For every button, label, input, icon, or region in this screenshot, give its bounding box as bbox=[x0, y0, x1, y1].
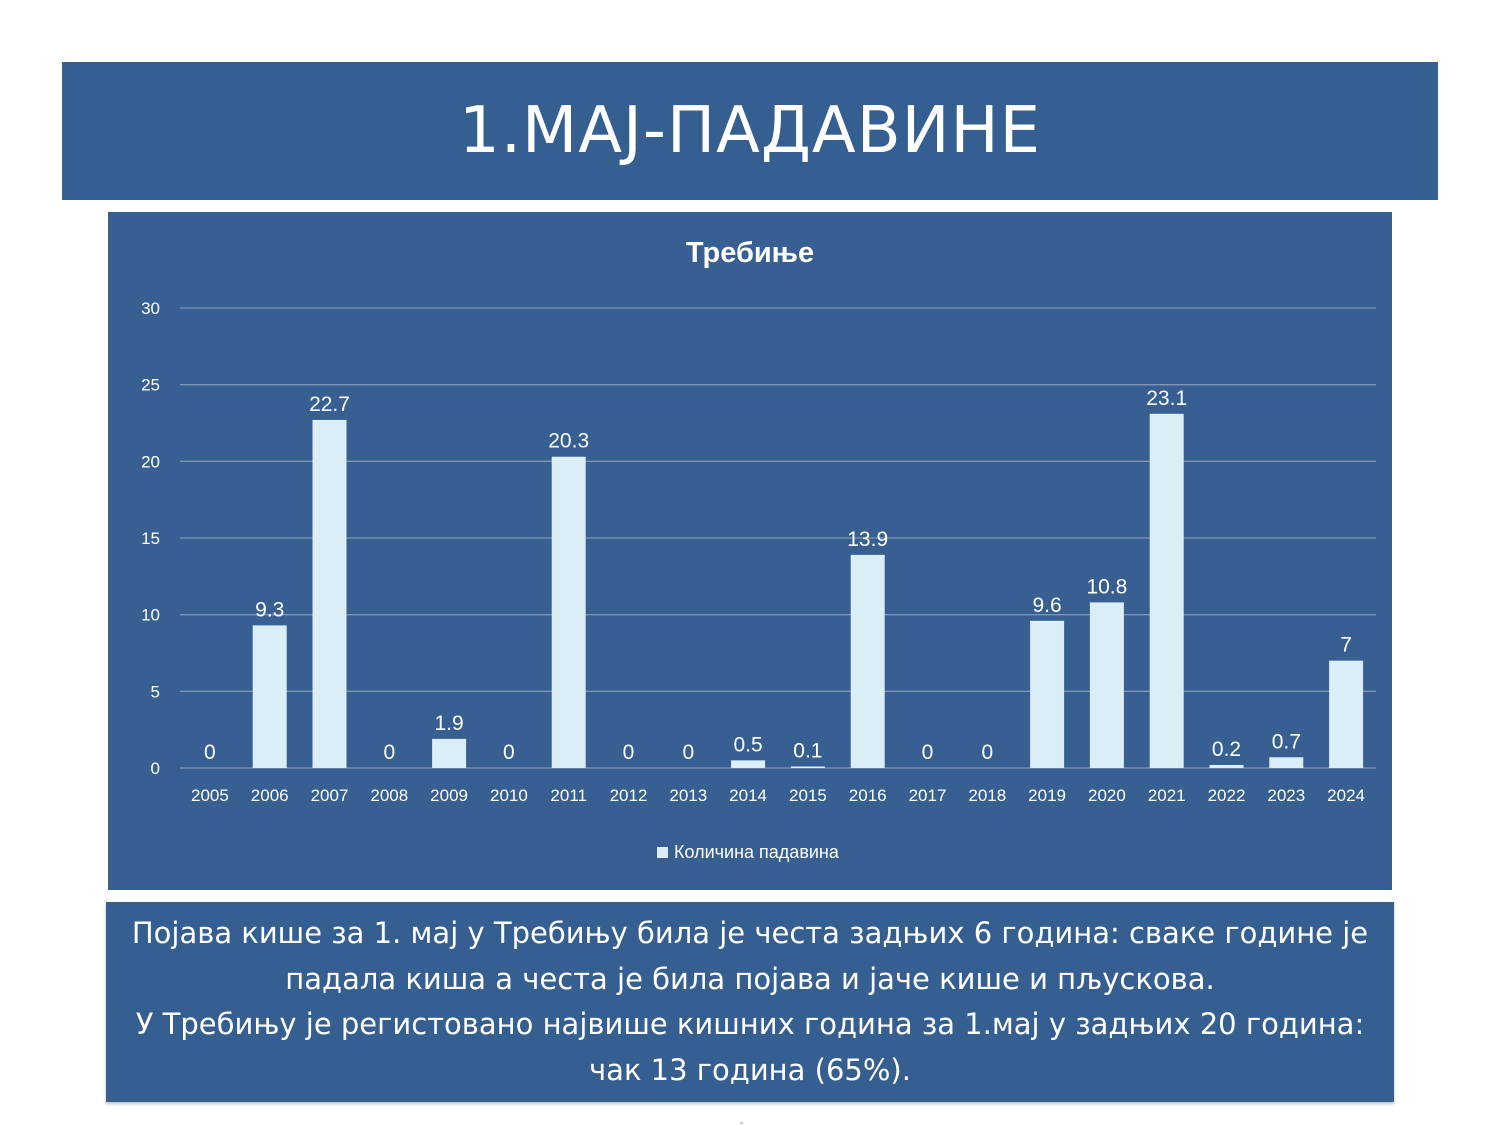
bar bbox=[432, 738, 467, 768]
legend-label: Количина падавина bbox=[674, 842, 840, 862]
x-tick-label: 2008 bbox=[370, 786, 408, 805]
data-label: 0 bbox=[682, 741, 694, 764]
bar bbox=[1329, 660, 1364, 768]
precipitation-bar-chart: Требиње 0 5 10 15 20 25 30 0 2005 9.3 2006 22.7 2007 0… bbox=[141, 237, 1376, 862]
y-tick-label: 0 bbox=[151, 759, 160, 778]
data-label: 0.1 bbox=[793, 739, 822, 762]
x-tick-label: 2019 bbox=[1028, 786, 1066, 805]
data-label: 0.5 bbox=[733, 733, 762, 756]
x-tick-label: 2009 bbox=[430, 786, 468, 805]
legend-swatch bbox=[657, 847, 668, 858]
data-label: 0 bbox=[503, 741, 515, 764]
data-label: 10.8 bbox=[1086, 575, 1127, 598]
bar bbox=[1209, 764, 1244, 768]
data-label: 22.7 bbox=[309, 393, 350, 416]
slide-title: 1.МАЈ-ПАДАВИНЕ bbox=[458, 94, 1042, 168]
chart-title: Требиње bbox=[686, 237, 814, 269]
x-tick-label: 2024 bbox=[1327, 786, 1365, 805]
data-label: 7 bbox=[1340, 634, 1352, 657]
bar bbox=[252, 625, 287, 768]
x-tick-label: 2005 bbox=[191, 786, 229, 805]
bar bbox=[312, 419, 347, 768]
data-label: 9.6 bbox=[1032, 594, 1061, 617]
data-label: 0.7 bbox=[1272, 730, 1301, 753]
x-tick-label: 2016 bbox=[849, 786, 887, 805]
x-tick-label: 2011 bbox=[550, 786, 587, 805]
x-tick-label: 2007 bbox=[311, 786, 349, 805]
bar bbox=[850, 554, 885, 768]
y-tick-label: 20 bbox=[141, 452, 160, 471]
x-tick-label: 2018 bbox=[968, 786, 1006, 805]
x-tick-label: 2023 bbox=[1267, 786, 1305, 805]
bar bbox=[1089, 602, 1124, 768]
x-tick-label: 2013 bbox=[669, 786, 707, 805]
data-label: 0.2 bbox=[1212, 738, 1241, 761]
x-tick-label: 2021 bbox=[1148, 786, 1186, 805]
chart-panel: Требиње 0 5 10 15 20 25 30 0 2005 9.3 2006 22.7 2007 0… bbox=[108, 212, 1392, 890]
slide-title-bar: 1.МАЈ-ПАДАВИНЕ bbox=[62, 62, 1438, 200]
bar bbox=[1030, 620, 1065, 768]
bar bbox=[1149, 413, 1184, 768]
x-tick-label: 2014 bbox=[729, 786, 767, 805]
x-tick-label: 2015 bbox=[789, 786, 827, 805]
x-tick-label: 2017 bbox=[909, 786, 947, 805]
bar bbox=[1269, 757, 1304, 768]
data-label: 23.1 bbox=[1146, 387, 1187, 410]
x-tick-label: 2020 bbox=[1088, 786, 1126, 805]
note-paragraph-2: У Требињу је регистовано највише кишних … bbox=[135, 1007, 1365, 1087]
data-label: 1.9 bbox=[434, 712, 463, 735]
bar bbox=[731, 760, 766, 768]
x-tick-label: 2022 bbox=[1208, 786, 1246, 805]
data-label: 20.3 bbox=[548, 430, 589, 453]
note-box: Појава кише за 1. мај у Требињу била је … bbox=[106, 902, 1394, 1102]
x-tick-label: 2012 bbox=[610, 786, 648, 805]
data-label: 9.3 bbox=[255, 598, 284, 621]
decorative-dot bbox=[740, 1122, 743, 1124]
note-paragraph-1: Појава кише за 1. мај у Требињу била је … bbox=[131, 916, 1369, 996]
data-label: 0 bbox=[981, 741, 993, 764]
x-tick-label: 2010 bbox=[490, 786, 528, 805]
y-tick-label: 15 bbox=[141, 529, 160, 548]
data-label: 0 bbox=[204, 741, 216, 764]
y-tick-label: 30 bbox=[141, 299, 160, 318]
bar bbox=[551, 456, 586, 768]
data-label: 0 bbox=[383, 741, 395, 764]
x-tick-label: 2006 bbox=[251, 786, 289, 805]
data-label: 0 bbox=[922, 741, 934, 764]
bar bbox=[790, 766, 825, 768]
data-label: 0 bbox=[623, 741, 635, 764]
data-label: 13.9 bbox=[847, 528, 888, 551]
y-tick-label: 10 bbox=[141, 606, 160, 625]
y-tick-label: 25 bbox=[141, 376, 160, 395]
y-tick-label: 5 bbox=[151, 682, 160, 701]
